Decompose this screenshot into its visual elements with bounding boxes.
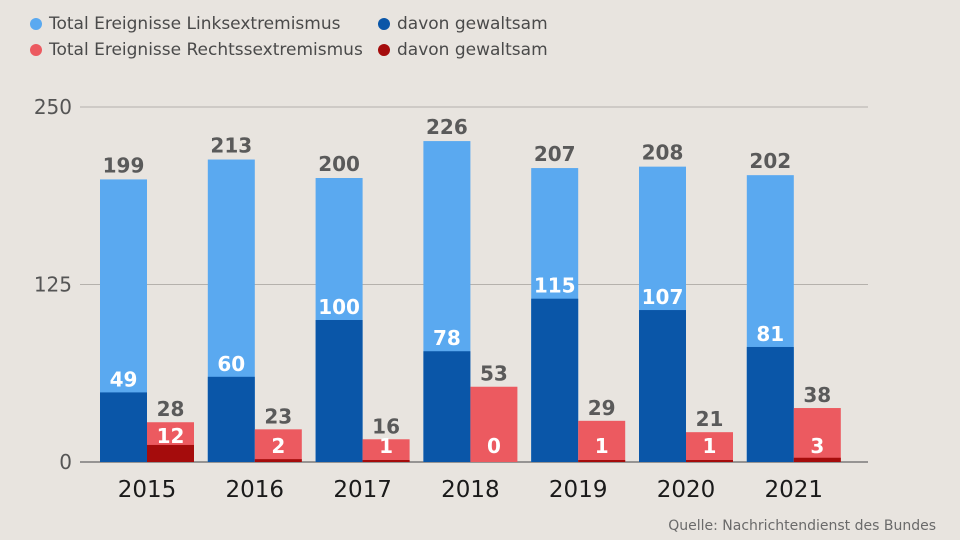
legend-item-left-total: Total Ereignisse Linksextremismus bbox=[30, 14, 378, 34]
bar-right-total bbox=[362, 439, 410, 462]
bar-right-total bbox=[578, 420, 626, 462]
y-tick-label: 250 bbox=[34, 95, 72, 119]
x-tick-label: 2017 bbox=[333, 477, 392, 503]
legend-item-right-violent: davon gewaltsam bbox=[378, 40, 548, 60]
data-label-right-violent: 1 bbox=[595, 434, 609, 458]
bar-left-violent bbox=[315, 320, 363, 462]
data-label-left-total: 226 bbox=[426, 115, 468, 139]
legend-swatch-left-violent bbox=[378, 18, 390, 30]
data-label-right-total: 38 bbox=[803, 383, 831, 407]
data-label-left-violent: 60 bbox=[217, 352, 245, 376]
legend-label-left-total: Total Ereignisse Linksextremismus bbox=[49, 14, 341, 34]
data-label-right-violent: 2 bbox=[271, 434, 285, 458]
legend-item-right-total: Total Ereignisse Rechtssextremismus bbox=[30, 40, 378, 60]
legend-item-left-violent: davon gewaltsam bbox=[378, 14, 548, 34]
source-note: Quelle: Nachrichtendienst des Bundes bbox=[668, 518, 936, 534]
bar-left-violent bbox=[746, 346, 794, 462]
x-tick-label: 2019 bbox=[549, 477, 608, 503]
y-tick-label: 0 bbox=[59, 450, 72, 474]
x-tick-label: 2015 bbox=[118, 477, 177, 503]
data-label-left-total: 202 bbox=[749, 149, 791, 173]
legend-label-left-violent: davon gewaltsam bbox=[397, 14, 548, 34]
x-tick-label: 2018 bbox=[441, 477, 500, 503]
data-label-left-total: 199 bbox=[103, 153, 145, 177]
data-label-right-violent: 12 bbox=[157, 424, 185, 448]
data-label-right-violent: 0 bbox=[487, 434, 501, 458]
x-tick-label: 2021 bbox=[765, 477, 824, 503]
legend-swatch-right-total bbox=[30, 44, 42, 56]
bar-right-violent bbox=[254, 459, 302, 462]
legend-label-right-violent: davon gewaltsam bbox=[397, 40, 548, 60]
bar-left-violent bbox=[100, 392, 147, 462]
data-label-left-violent: 78 bbox=[433, 326, 461, 350]
y-tick-label: 125 bbox=[34, 273, 72, 297]
data-label-left-violent: 100 bbox=[318, 295, 360, 319]
data-label-right-total: 23 bbox=[264, 404, 292, 428]
x-tick-label: 2020 bbox=[657, 477, 716, 503]
bar-right-total bbox=[254, 429, 302, 462]
bar-right-total bbox=[793, 408, 841, 462]
bar-right-total bbox=[470, 386, 518, 462]
data-label-right-total: 16 bbox=[372, 414, 400, 438]
data-label-right-violent: 1 bbox=[703, 434, 717, 458]
legend-swatch-right-violent bbox=[378, 44, 390, 56]
bar-left-violent bbox=[639, 310, 686, 462]
bar-left-violent bbox=[531, 298, 579, 462]
bar-right-violent bbox=[578, 460, 626, 462]
bar-right-violent bbox=[362, 460, 410, 462]
data-label-left-total: 207 bbox=[534, 142, 576, 166]
data-label-left-total: 213 bbox=[210, 134, 252, 158]
bar-right-violent bbox=[686, 460, 733, 462]
data-label-left-violent: 81 bbox=[756, 322, 784, 346]
data-label-left-total: 200 bbox=[318, 152, 360, 176]
bar-left-violent bbox=[423, 351, 471, 462]
data-label-left-violent: 49 bbox=[110, 367, 138, 391]
data-label-right-total: 29 bbox=[588, 396, 616, 420]
legend-swatch-left-total bbox=[30, 18, 42, 30]
bar-right-total bbox=[686, 432, 733, 462]
legend: Total Ereignisse Linksextremismus davon … bbox=[30, 14, 548, 60]
data-label-right-total: 53 bbox=[480, 362, 508, 386]
data-label-right-total: 21 bbox=[696, 407, 724, 431]
bar-right-violent bbox=[147, 444, 194, 462]
data-label-right-violent: 1 bbox=[379, 434, 393, 458]
data-label-left-violent: 115 bbox=[534, 274, 576, 298]
x-tick-label: 2016 bbox=[226, 477, 285, 503]
legend-label-right-total: Total Ereignisse Rechtssextremismus bbox=[49, 40, 363, 60]
data-label-right-violent: 3 bbox=[810, 434, 824, 458]
data-label-left-violent: 107 bbox=[642, 285, 684, 309]
bar-left-violent bbox=[207, 376, 255, 462]
data-label-right-total: 28 bbox=[157, 397, 185, 421]
data-label-left-total: 208 bbox=[642, 141, 684, 165]
bar-right-violent bbox=[793, 457, 841, 462]
